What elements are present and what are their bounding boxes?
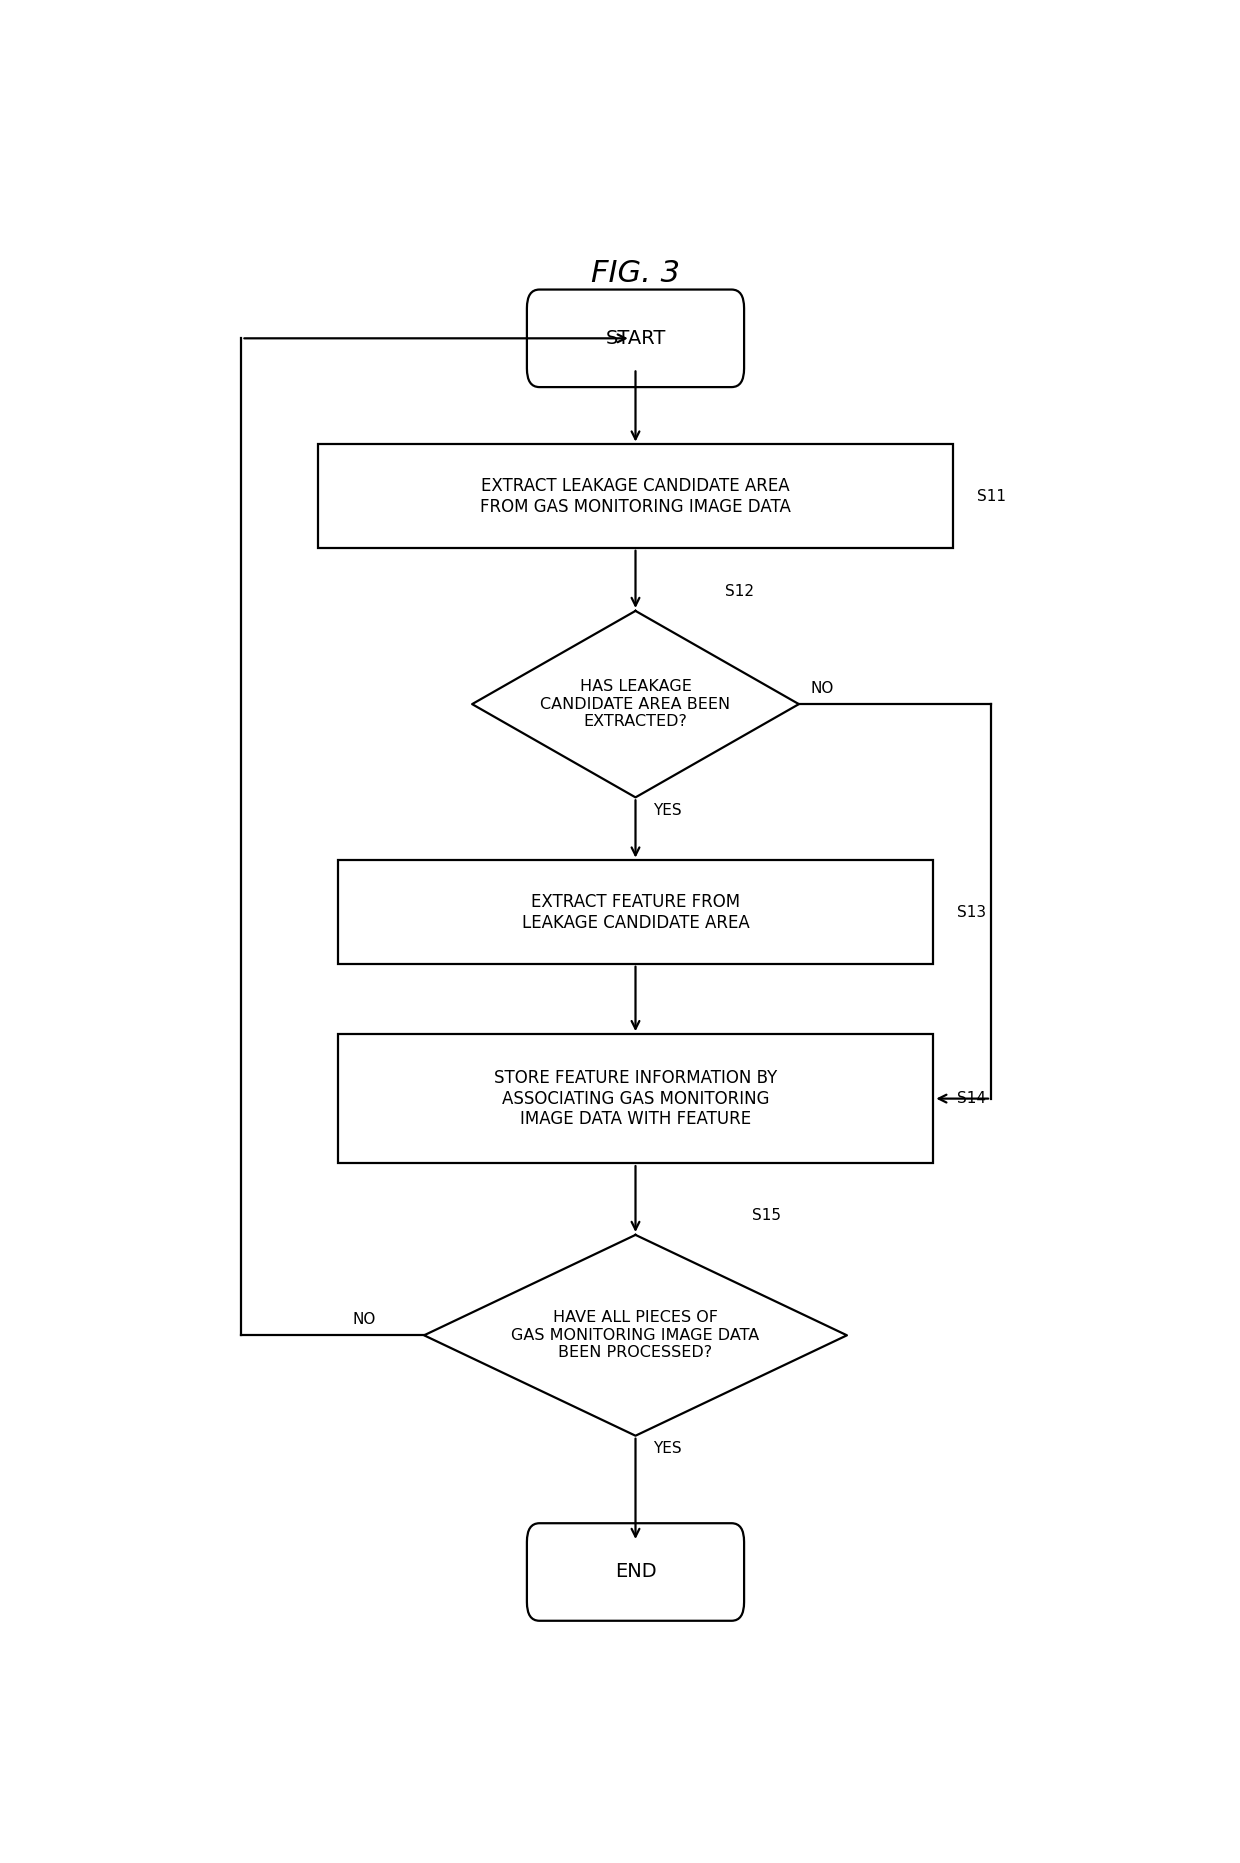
Text: YES: YES [652, 1442, 682, 1457]
Text: S11: S11 [977, 488, 1006, 503]
Text: EXTRACT LEAKAGE CANDIDATE AREA
FROM GAS MONITORING IMAGE DATA: EXTRACT LEAKAGE CANDIDATE AREA FROM GAS … [480, 477, 791, 516]
FancyBboxPatch shape [527, 1524, 744, 1621]
Text: FIG. 3: FIG. 3 [591, 259, 680, 289]
Text: S12: S12 [725, 585, 754, 600]
Text: END: END [615, 1563, 656, 1582]
FancyBboxPatch shape [527, 289, 744, 388]
Text: EXTRACT FEATURE FROM
LEAKAGE CANDIDATE AREA: EXTRACT FEATURE FROM LEAKAGE CANDIDATE A… [522, 892, 749, 932]
Text: YES: YES [652, 803, 682, 818]
Text: S15: S15 [751, 1209, 781, 1224]
Polygon shape [472, 611, 799, 797]
Text: S13: S13 [957, 905, 987, 920]
Text: S14: S14 [957, 1092, 987, 1107]
Bar [319, 445, 952, 548]
Bar [337, 1034, 934, 1163]
Text: HAS LEAKAGE
CANDIDATE AREA BEEN
EXTRACTED?: HAS LEAKAGE CANDIDATE AREA BEEN EXTRACTE… [541, 680, 730, 728]
Text: NO: NO [352, 1312, 376, 1326]
Text: NO: NO [811, 680, 833, 695]
Text: HAVE ALL PIECES OF
GAS MONITORING IMAGE DATA
BEEN PROCESSED?: HAVE ALL PIECES OF GAS MONITORING IMAGE … [511, 1310, 760, 1360]
Text: STORE FEATURE INFORMATION BY
ASSOCIATING GAS MONITORING
IMAGE DATA WITH FEATURE: STORE FEATURE INFORMATION BY ASSOCIATING… [494, 1069, 777, 1129]
Polygon shape [424, 1235, 847, 1436]
Text: START: START [605, 330, 666, 348]
Bar [337, 861, 934, 963]
